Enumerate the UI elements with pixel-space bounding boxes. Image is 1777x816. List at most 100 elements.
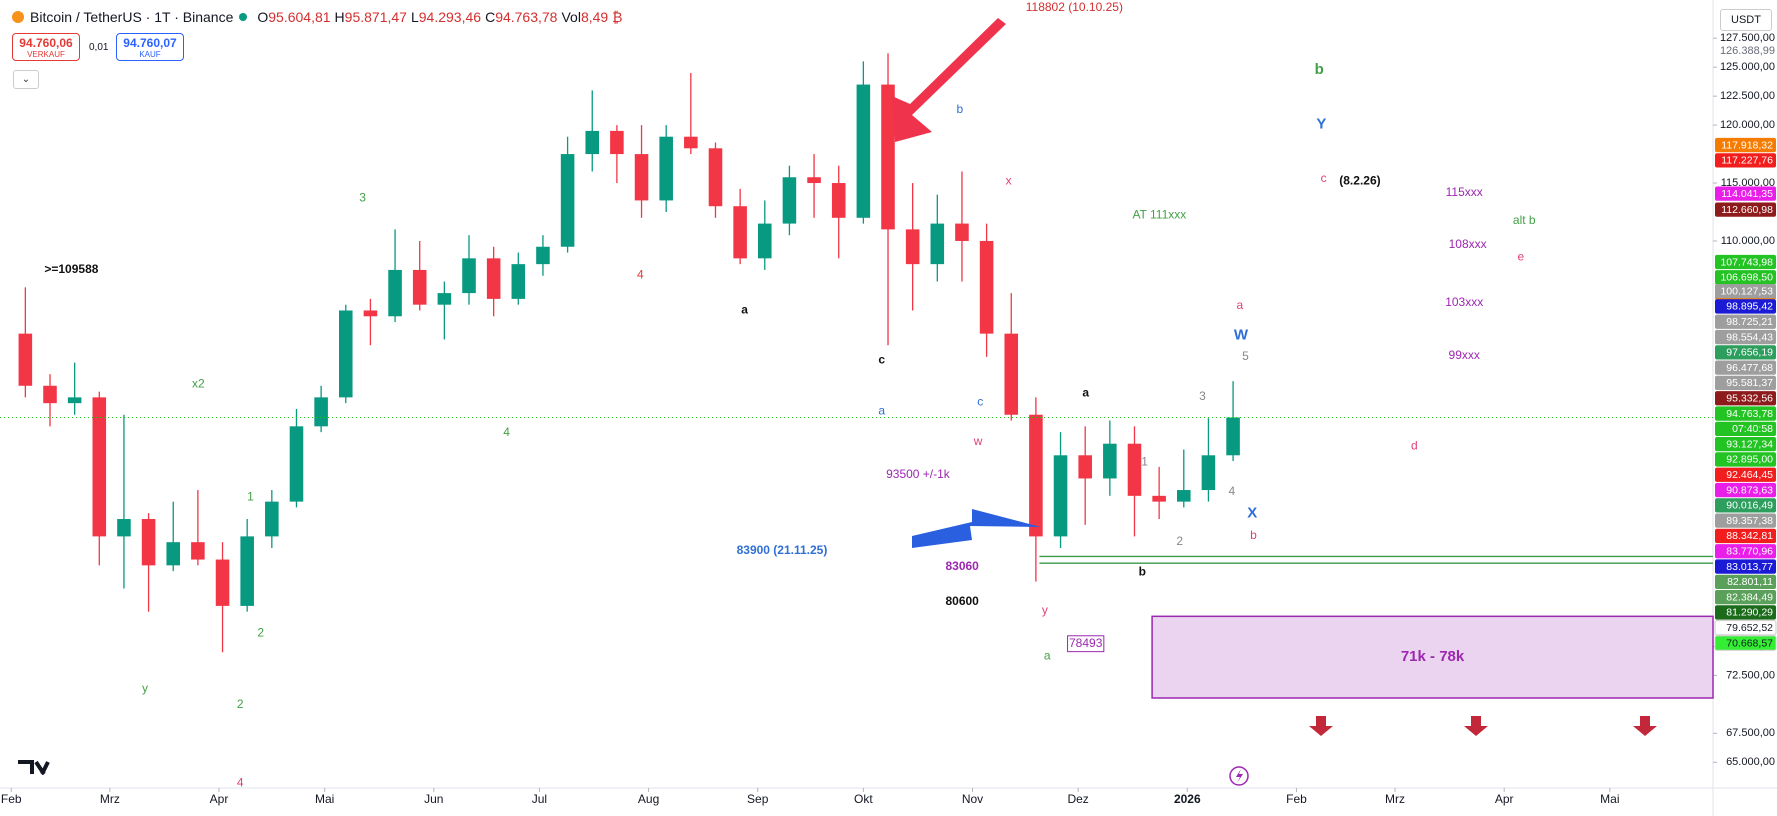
collapse-button[interactable]: ⌄ (13, 70, 39, 89)
price-label-bg (1715, 574, 1776, 589)
annotation: >=109588 (44, 262, 98, 276)
x-tick-label: Apr (1495, 792, 1514, 806)
price-label-bg (1715, 544, 1776, 559)
candle-body (1029, 414, 1043, 537)
price-label: 81.290,29 (1726, 607, 1773, 619)
annotation: x (1006, 173, 1012, 187)
candle-body (486, 258, 501, 299)
candle-body (92, 397, 107, 537)
buy-button[interactable]: 94.760,07 KAUF (116, 33, 184, 61)
candle-body (141, 519, 156, 566)
price-label: 92.895,00 (1726, 454, 1773, 466)
ohlc-key: C (485, 9, 496, 25)
alert-icon[interactable] (1229, 766, 1249, 786)
candle-body (437, 293, 452, 305)
annotation: 99xxx (1449, 348, 1480, 362)
candle-body (979, 240, 994, 334)
candle-body (289, 426, 304, 502)
price-label-bg (1715, 467, 1776, 482)
price-label-bg (1715, 589, 1776, 605)
price-label-bg (1715, 498, 1776, 513)
annotation: a (1044, 648, 1051, 662)
candle-body (166, 542, 181, 566)
buy-label: KAUF (139, 50, 161, 59)
price-label: 94.763,78 (1726, 408, 1773, 420)
x-tick-label: Okt (854, 792, 873, 806)
annotation: 4 (637, 268, 644, 282)
annotation: 4 (1229, 484, 1236, 498)
y-tick-label: 122.500,00 (1720, 90, 1775, 102)
annotation: w (973, 434, 983, 448)
tv-logo[interactable] (18, 760, 50, 776)
annotation: 1 (247, 490, 254, 504)
annotation: b (1139, 564, 1146, 578)
price-label: 82.384,49 (1726, 591, 1773, 603)
annotation: X (1247, 504, 1257, 521)
price-label-bg (1715, 270, 1776, 285)
annotation: 5 (1242, 349, 1249, 363)
annotation: b (1315, 61, 1324, 78)
symbol[interactable]: Bitcoin / TetherUS · 1T · Binance (30, 9, 234, 25)
price-label: 88.342,81 (1726, 530, 1773, 542)
x-tick-label: Aug (638, 792, 659, 806)
price-label: 82.801,11 (1727, 576, 1773, 588)
candle-body (610, 130, 624, 155)
price-label: 107.743,98 (1720, 256, 1773, 268)
candle-body (43, 385, 57, 404)
sell-button[interactable]: 94.760,06 VERKAUF (12, 33, 80, 61)
candle-body (1053, 455, 1068, 537)
price-label: 117.918,32 (1721, 139, 1773, 151)
candle-body (117, 519, 131, 537)
annotation: e (1518, 249, 1525, 263)
candle-body (930, 223, 945, 265)
price-label: 114.041,35 (1721, 188, 1773, 200)
annotation: 83900 (21.11.25) (737, 543, 828, 557)
price-label: 79.652,52 (1726, 622, 1773, 634)
price-label-bg (1715, 528, 1776, 544)
annotation: b (957, 102, 964, 116)
annotation: a (1236, 298, 1243, 312)
y-tick-label: 72.500,00 (1726, 669, 1775, 681)
candle-body (905, 229, 920, 265)
price-label-bg (1715, 345, 1776, 360)
sell-price: 94.760,06 (19, 36, 73, 50)
price-label: 112.660,98 (1721, 204, 1773, 216)
countdown: 07:40:58 (1732, 423, 1773, 435)
candle-body (955, 223, 969, 241)
countdown-bg (1715, 421, 1776, 436)
candle-body (560, 154, 575, 247)
x-tick-label: Mai (1600, 792, 1619, 806)
ohlc-key: H (334, 9, 345, 25)
annotation: a (878, 404, 885, 418)
annotation: 4 (503, 425, 510, 439)
price-label-bg (1715, 186, 1776, 201)
candle-body (1004, 333, 1019, 415)
candle-body (856, 84, 871, 218)
annotation: 103xxx (1445, 295, 1483, 309)
price-label-bg (1715, 283, 1776, 299)
candle-body (462, 258, 476, 294)
target-zone (1151, 615, 1714, 699)
buy-price: 94.760,07 (123, 36, 177, 50)
x-tick-label: Jun (424, 792, 443, 806)
x-tick-label: Nov (962, 792, 983, 806)
candle-body (412, 269, 427, 305)
price-label-bg (1715, 482, 1776, 498)
annotation: 4 (237, 775, 244, 789)
y-tick-label: 67.500,00 (1726, 727, 1775, 739)
ohlc-value: 8,49 ₿ (580, 9, 623, 25)
annotation: x2 (192, 376, 205, 390)
price-label-bg (1715, 559, 1776, 574)
alert-bolt (1236, 769, 1243, 783)
candle-body (67, 397, 82, 404)
x-tick-label: Apr (210, 792, 229, 806)
x-tick-label: Feb (1286, 792, 1307, 806)
red-arrow (892, 18, 1006, 142)
price-label: 106.698,50 (1720, 272, 1773, 284)
currency-button[interactable]: USDT (1720, 9, 1772, 31)
candle-body (733, 206, 747, 259)
x-tick-label: Sep (747, 792, 769, 806)
y-tick-label: 125.000,00 (1720, 61, 1775, 73)
